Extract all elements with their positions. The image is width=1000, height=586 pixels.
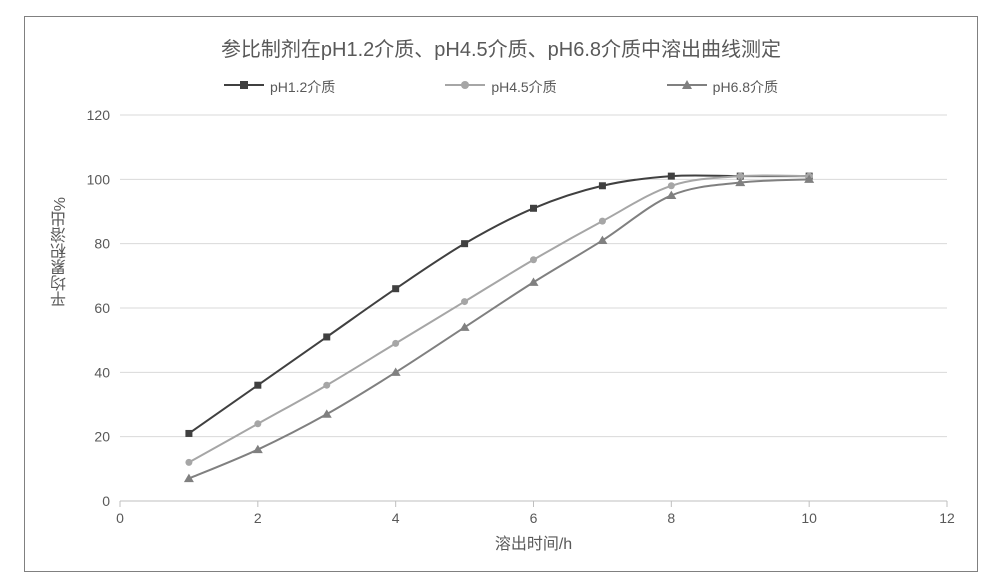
svg-text:溶出时间/h: 溶出时间/h xyxy=(495,535,572,553)
chart-plot: 0 20 40 60 80 100 120 0 2 4 6 8 10 12 溶出时间/h xyxy=(25,17,977,571)
svg-text:6: 6 xyxy=(530,510,538,526)
svg-text:2: 2 xyxy=(254,510,262,526)
svg-text:60: 60 xyxy=(94,300,110,316)
svg-text:80: 80 xyxy=(94,236,110,252)
svg-text:8: 8 xyxy=(667,510,675,526)
svg-text:4: 4 xyxy=(392,510,400,526)
svg-text:0: 0 xyxy=(116,510,124,526)
svg-text:40: 40 xyxy=(94,364,110,380)
svg-text:0: 0 xyxy=(102,493,110,509)
chart-container: 参比制剂在pH1.2介质、pH4.5介质、pH6.8介质中溶出曲线测定 pH1.… xyxy=(24,16,978,572)
svg-text:120: 120 xyxy=(87,107,111,123)
svg-text:20: 20 xyxy=(94,429,110,445)
svg-text:10: 10 xyxy=(801,510,817,526)
svg-text:100: 100 xyxy=(87,171,111,187)
svg-text:12: 12 xyxy=(939,510,955,526)
